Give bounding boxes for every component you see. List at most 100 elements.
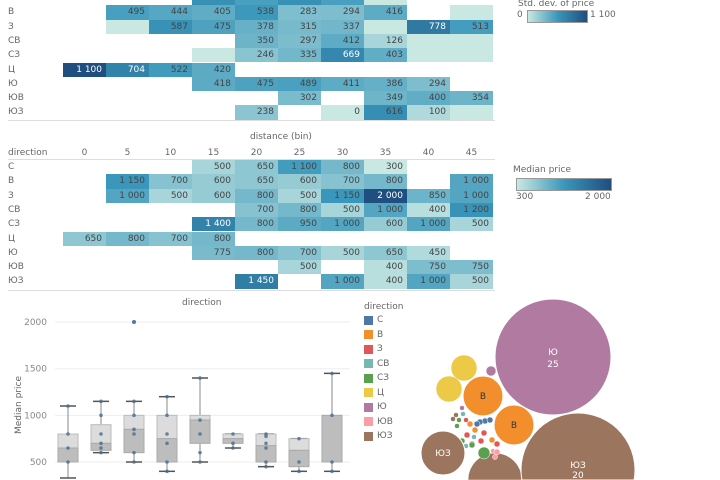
heatmap-cell[interactable]: 600 [192,188,235,203]
heatmap-cell[interactable]: 800 [192,231,235,246]
heatmap-cell[interactable]: 400 [407,202,450,218]
heatmap-cell[interactable]: 354 [450,91,493,106]
heatmap-cell[interactable]: 500 [278,188,321,203]
heatmap-cell[interactable]: 500 [149,188,192,203]
legend-item[interactable]: Ю [364,402,387,412]
heatmap-cell[interactable]: 800 [235,245,278,261]
heatmap-cell[interactable]: 800 [235,217,278,232]
heatmap-cell[interactable]: 500 [450,217,493,232]
heatmap-cell[interactable]: 283 [278,5,321,20]
heatmap-cell[interactable] [321,0,364,6]
heatmap-cell[interactable]: 750 [450,260,493,275]
heatmap-cell[interactable]: 800 [235,188,278,203]
heatmap-cell[interactable] [278,0,321,6]
heatmap-cell[interactable]: 475 [235,76,278,92]
heatmap-cell[interactable]: 616 [364,105,407,120]
heatmap-cell[interactable]: 1 150 [321,188,364,203]
heatmap-cell[interactable]: 650 [63,231,106,246]
heatmap-cell[interactable] [364,19,407,34]
heatmap-cell[interactable]: 700 [278,245,321,261]
heatmap-cell[interactable]: 1 000 [364,202,407,218]
heatmap-cell[interactable]: 538 [235,5,278,20]
legend-item[interactable]: С [364,315,383,325]
heatmap-cell[interactable]: 587 [149,19,192,34]
heatmap-cell[interactable]: 350 [235,33,278,49]
heatmap-cell[interactable]: 300 [364,160,407,175]
heatmap-cell[interactable] [450,33,493,49]
legend-item[interactable]: ЮЗ [364,431,393,441]
heatmap-cell[interactable]: 850 [407,188,450,203]
heatmap-cell[interactable]: 1 150 [106,174,149,189]
heatmap-cell[interactable]: 1 000 [321,217,364,232]
heatmap-cell[interactable]: 750 [407,260,450,275]
heatmap-cell[interactable] [192,0,235,6]
heatmap-cell[interactable]: 1 000 [321,274,364,289]
heatmap-cell[interactable]: 1 000 [106,188,149,203]
heatmap-cell[interactable]: 800 [278,202,321,218]
heatmap-cell[interactable]: 1 100 [278,160,321,175]
heatmap-cell[interactable]: 650 [235,160,278,175]
heatmap-cell[interactable]: 412 [321,33,364,49]
legend-item[interactable]: В [364,330,383,340]
heatmap-cell[interactable]: 500 [192,160,235,175]
heatmap-cell[interactable]: 1 000 [450,174,493,189]
heatmap-cell[interactable]: 500 [321,202,364,218]
heatmap-cell[interactable] [192,48,235,63]
heatmap-cell[interactable]: 669 [321,48,364,63]
heatmap-cell[interactable]: 1 100 [63,62,106,77]
heatmap-cell[interactable]: 450 [407,245,450,261]
heatmap-cell[interactable]: 238 [235,105,278,120]
heatmap-cell[interactable]: 335 [278,48,321,63]
heatmap-cell[interactable]: 700 [321,174,364,189]
heatmap-cell[interactable]: 700 [149,231,192,246]
heatmap-cell[interactable] [364,0,407,6]
heatmap-cell[interactable]: 378 [235,19,278,34]
heatmap-cell[interactable] [235,0,278,6]
heatmap-cell[interactable]: 420 [192,62,235,77]
heatmap-cell[interactable]: 100 [407,105,450,120]
heatmap-cell[interactable] [450,5,493,20]
heatmap-cell[interactable]: 1 400 [192,217,235,232]
heatmap-cell[interactable]: 400 [364,260,407,275]
heatmap-cell[interactable]: 2 000 [364,188,407,203]
heatmap-cell[interactable]: 337 [321,19,364,34]
heatmap-cell[interactable]: 600 [278,174,321,189]
heatmap-cell[interactable]: 800 [321,160,364,175]
legend-item[interactable]: СЗ [364,373,389,383]
heatmap-cell[interactable] [407,48,450,63]
heatmap-cell[interactable]: 650 [364,245,407,261]
heatmap-cell[interactable]: 500 [450,274,493,289]
heatmap-cell[interactable]: 403 [364,48,407,63]
heatmap-cell[interactable] [106,19,149,34]
heatmap-cell[interactable] [450,105,493,120]
heatmap-cell[interactable]: 500 [321,245,364,261]
heatmap-cell[interactable]: 778 [407,19,450,34]
heatmap-cell[interactable]: 418 [192,76,235,92]
heatmap-cell[interactable]: 513 [450,19,493,34]
heatmap-cell[interactable]: 600 [364,217,407,232]
heatmap-cell[interactable]: 775 [192,245,235,261]
heatmap-cell[interactable]: 1 200 [450,202,493,218]
heatmap-cell[interactable]: 650 [235,174,278,189]
heatmap-cell[interactable]: 500 [278,260,321,275]
heatmap-cell[interactable]: 600 [192,174,235,189]
heatmap-cell[interactable]: 1 000 [450,188,493,203]
heatmap-cell[interactable]: 315 [278,19,321,34]
legend-item[interactable]: СВ [364,359,389,369]
heatmap-cell[interactable]: 386 [364,76,407,92]
heatmap-cell[interactable]: 475 [192,19,235,34]
heatmap-cell[interactable]: 126 [364,33,407,49]
heatmap-cell[interactable]: 800 [106,231,149,246]
heatmap-cell[interactable]: 416 [364,5,407,20]
heatmap-cell[interactable]: 1 450 [235,274,278,289]
heatmap-cell[interactable]: 1 000 [407,217,450,232]
heatmap-cell[interactable]: 246 [235,48,278,63]
heatmap-cell[interactable]: 400 [407,91,450,106]
heatmap-cell[interactable]: 302 [278,91,321,106]
heatmap-cell[interactable]: 800 [364,174,407,189]
heatmap-cell[interactable]: 1 000 [407,274,450,289]
heatmap-cell[interactable]: 294 [407,76,450,92]
heatmap-cell[interactable]: 704 [106,62,149,77]
legend-item[interactable]: Ц [364,388,384,398]
heatmap-cell[interactable]: 700 [235,202,278,218]
